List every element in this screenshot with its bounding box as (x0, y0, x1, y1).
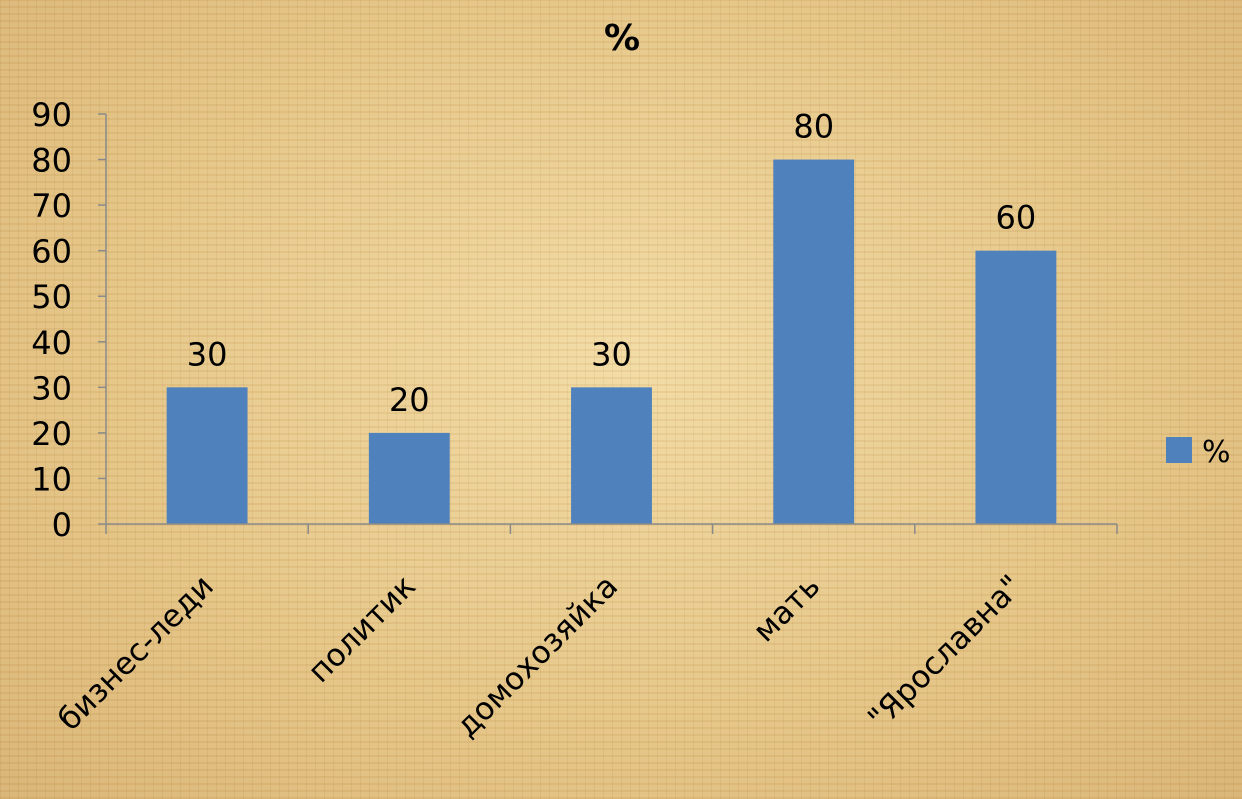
legend-swatch (1166, 437, 1192, 463)
y-axis-ticks: 0 10 20 30 40 50 60 70 80 90 (31, 96, 72, 544)
bar (368, 432, 450, 524)
x-axis-labels: бизнес-леди политик домохозяйка мать "Яросла… (51, 568, 1029, 744)
bar (571, 387, 652, 524)
x-category-label: мать (746, 568, 827, 649)
chart-title: % (604, 18, 640, 59)
y-tick-label: 40 (31, 324, 72, 362)
legend: % (1166, 435, 1231, 470)
data-labels: 30 20 30 80 60 (187, 108, 1037, 419)
bar-value-label: 30 (591, 335, 632, 373)
y-tick-label: 0 (52, 506, 72, 544)
y-tick-label: 60 (31, 233, 72, 271)
bar (773, 159, 855, 525)
bar (166, 387, 248, 524)
bar-value-label: 60 (996, 199, 1037, 237)
y-tick-label: 30 (31, 369, 72, 407)
bar-value-label: 80 (793, 108, 834, 146)
bar-value-label: 20 (389, 381, 430, 419)
y-tick-label: 20 (31, 415, 72, 453)
x-category-label: политик (301, 568, 423, 690)
y-tick-label: 50 (31, 278, 72, 316)
axes (98, 113, 1118, 534)
y-tick-label: 90 (31, 96, 72, 134)
y-tick-label: 10 (31, 460, 72, 498)
x-category-label: бизнес-леди (51, 568, 221, 738)
y-tick-label: 70 (31, 187, 72, 225)
x-category-label: "Ярославна" (861, 568, 1029, 736)
bar-value-label: 30 (187, 335, 228, 373)
y-tick-label: 80 (31, 142, 72, 180)
x-category-label: домохозяйка (449, 568, 625, 744)
legend-label: % (1202, 435, 1231, 470)
plot-area (166, 159, 1057, 525)
bar (975, 250, 1057, 524)
